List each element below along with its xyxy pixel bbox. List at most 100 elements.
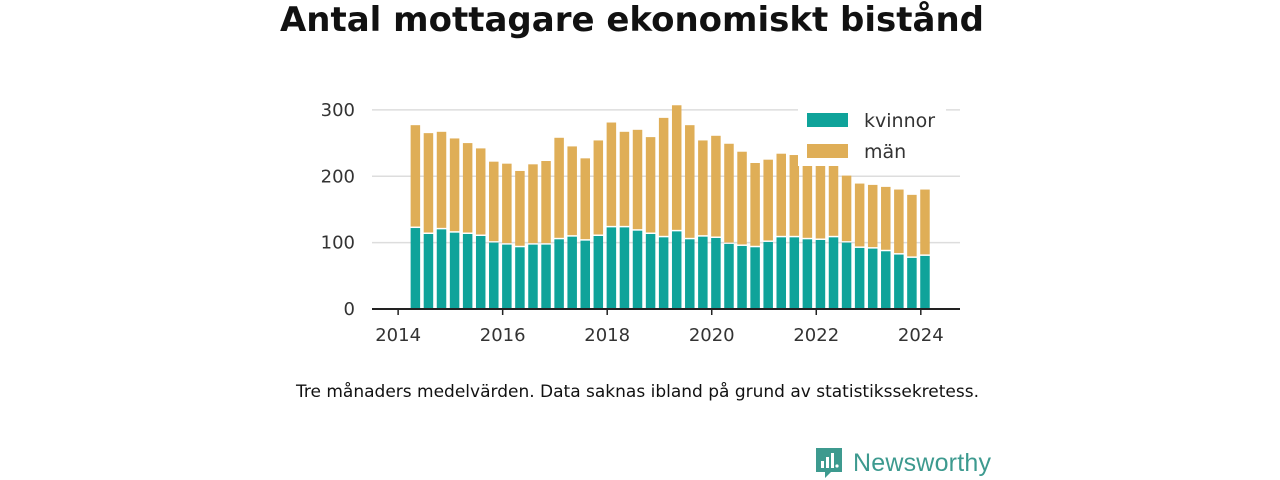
bar-man: [475, 148, 486, 235]
x-tick-label: 2014: [375, 325, 421, 346]
bar-kvinnor: [881, 251, 891, 309]
x-tick-label: 2020: [689, 325, 735, 346]
bar-man: [449, 138, 460, 232]
bar-man: [645, 137, 656, 233]
bar-man: [632, 129, 643, 230]
bar-man: [541, 161, 551, 244]
bar-man: [881, 186, 891, 250]
bar-kvinnor: [789, 237, 800, 309]
bar-man: [828, 162, 839, 236]
bar-kvinnor: [671, 231, 682, 309]
bar-man: [515, 170, 525, 246]
bar-kvinnor: [489, 242, 499, 309]
bar-man: [423, 133, 434, 233]
bar-man: [894, 189, 904, 254]
bar-man: [554, 137, 564, 238]
bar-man: [436, 131, 447, 228]
bars: [410, 105, 930, 309]
bar-man: [841, 175, 852, 242]
bar-kvinnor: [423, 234, 434, 309]
bar-man: [907, 194, 917, 257]
bar-kvinnor: [828, 237, 839, 309]
bar-kvinnor: [449, 232, 460, 309]
bar-man: [854, 183, 865, 247]
bar-kvinnor: [763, 241, 773, 309]
chart-caption: Tre månaders medelvärden. Data saknas ib…: [296, 382, 979, 402]
bar-man: [671, 105, 682, 230]
bar-kvinnor: [528, 244, 538, 309]
bar-man: [789, 155, 800, 236]
bar-kvinnor: [658, 237, 669, 309]
bar-kvinnor: [802, 239, 813, 309]
bar-man: [763, 159, 773, 241]
bar-man: [528, 164, 538, 244]
chart-title: Antal mottagare ekonomiskt bistånd: [279, 0, 985, 40]
axes: 0 100 200 300 2014 2016 2018 2020 2022 2024: [321, 100, 960, 346]
bar-man: [489, 161, 499, 242]
bar-kvinnor: [854, 247, 865, 309]
legend: kvinnor män: [798, 106, 946, 166]
brand-name: Newsworthy: [853, 448, 992, 477]
bar-kvinnor: [593, 236, 604, 309]
bar-kvinnor: [894, 254, 904, 309]
x-tick-label: 2024: [898, 325, 944, 346]
bar-kvinnor: [711, 237, 721, 309]
bar-kvinnor: [541, 244, 551, 309]
bar-man: [580, 158, 590, 240]
bar-kvinnor: [410, 228, 421, 309]
bar-man: [920, 189, 930, 255]
bar-kvinnor: [436, 229, 447, 309]
bar-man: [724, 143, 734, 243]
bar-kvinnor: [475, 236, 486, 309]
bar-kvinnor: [737, 245, 747, 309]
brand-logo: Newsworthy: [814, 446, 991, 480]
bar-kvinnor: [619, 227, 630, 309]
newsworthy-logo-icon: [816, 448, 842, 478]
bar-man: [802, 163, 813, 238]
bar-kvinnor: [867, 248, 878, 309]
bar-kvinnor: [776, 237, 786, 309]
bar-kvinnor: [815, 239, 826, 309]
y-tick-label: 0: [344, 299, 355, 320]
y-tick-label: 300: [321, 100, 355, 121]
bar-man: [462, 143, 473, 233]
bar-kvinnor: [698, 236, 708, 309]
bar-man: [502, 163, 512, 244]
bar-man: [658, 117, 669, 236]
bar-kvinnor: [907, 257, 917, 309]
x-tick-label: 2016: [480, 325, 526, 346]
bar-kvinnor: [554, 239, 564, 309]
legend-swatch: [807, 144, 848, 158]
bar-man: [567, 146, 577, 236]
legend-label: kvinnor: [864, 110, 935, 132]
bar-man: [867, 184, 878, 248]
bar-kvinnor: [750, 247, 760, 309]
y-tick-label: 200: [321, 166, 355, 187]
x-tick-label: 2022: [793, 325, 839, 346]
y-tick-label: 100: [321, 233, 355, 254]
bar-kvinnor: [920, 255, 930, 309]
bar-man: [698, 140, 708, 236]
bar-kvinnor: [724, 243, 734, 309]
x-tick-label: 2018: [584, 325, 630, 346]
bar-man: [685, 125, 695, 238]
bar-kvinnor: [841, 242, 852, 309]
bar-man: [737, 151, 747, 245]
bar-kvinnor: [462, 234, 473, 309]
bar-kvinnor: [515, 247, 525, 309]
bar-man: [815, 162, 826, 239]
bar-man: [619, 131, 630, 226]
bar-kvinnor: [645, 234, 656, 309]
bar-kvinnor: [632, 230, 643, 309]
bar-kvinnor: [606, 227, 617, 309]
legend-swatch: [807, 113, 848, 127]
bar-man: [776, 153, 786, 236]
bar-man: [593, 140, 604, 235]
legend-label: män: [864, 141, 906, 163]
bar-man: [606, 122, 617, 226]
bar-kvinnor: [502, 244, 512, 309]
bar-kvinnor: [567, 236, 577, 309]
bar-kvinnor: [580, 240, 590, 309]
bar-man: [410, 125, 421, 227]
